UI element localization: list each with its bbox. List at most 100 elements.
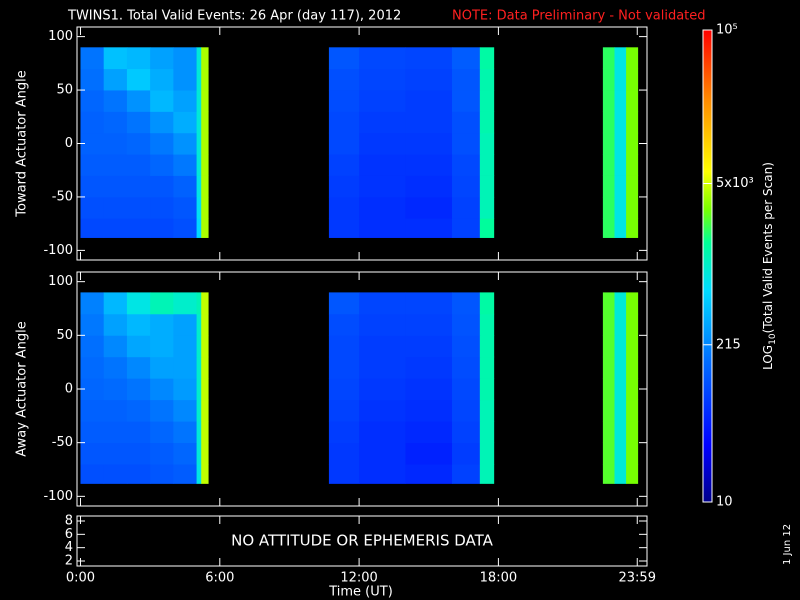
heatmap-cell bbox=[126, 175, 151, 198]
heatmap-cell bbox=[359, 292, 406, 315]
heatmap-cell bbox=[150, 47, 174, 70]
heatmap-cell bbox=[451, 154, 481, 176]
heatmap-cell bbox=[126, 421, 151, 444]
heatmap-cell bbox=[359, 335, 406, 358]
heatmap-cell bbox=[126, 378, 151, 401]
heatmap-cell bbox=[602, 154, 615, 176]
heatmap-cell bbox=[602, 292, 615, 315]
heatmap-cell bbox=[150, 399, 174, 422]
heatmap-cell bbox=[126, 90, 151, 112]
heatmap-cell bbox=[328, 313, 360, 336]
heatmap-cell bbox=[196, 356, 202, 379]
heatmap-cell bbox=[201, 218, 209, 238]
heatmap-cell bbox=[626, 111, 639, 134]
heatmap-cell bbox=[602, 335, 615, 358]
heatmap-cell bbox=[614, 313, 627, 336]
heatmap-cell bbox=[103, 399, 128, 422]
heatmap-cell bbox=[80, 47, 105, 70]
heatmap-cell bbox=[614, 47, 627, 70]
heatmap-cell bbox=[80, 132, 105, 155]
heatmap-cell bbox=[201, 111, 209, 134]
heatmap-cell bbox=[359, 90, 406, 112]
heatmap-cell bbox=[328, 132, 360, 155]
heatmap-cell bbox=[479, 90, 495, 112]
heatmap-cell bbox=[359, 356, 406, 379]
heatmap-cell bbox=[80, 196, 105, 219]
heatmap-cell bbox=[103, 442, 128, 465]
heatmap-cell bbox=[405, 442, 453, 465]
heatmap-cell bbox=[80, 218, 105, 238]
heatmap-cell bbox=[602, 464, 615, 484]
heatmap-cell bbox=[614, 421, 627, 444]
heatmap-cell bbox=[103, 464, 128, 484]
heatmap-cell bbox=[602, 218, 615, 238]
heatmap-cell bbox=[359, 421, 406, 444]
heatmap-cell bbox=[328, 335, 360, 358]
heatmap-cell bbox=[126, 464, 151, 484]
heatmap-cell bbox=[479, 132, 495, 155]
heatmap-cell bbox=[103, 154, 128, 176]
heatmap-cell bbox=[405, 378, 453, 401]
heatmap-cell bbox=[614, 335, 627, 358]
heatmap-cell bbox=[451, 421, 481, 444]
heatmap-cell bbox=[80, 442, 105, 465]
heatmap-cell bbox=[150, 132, 174, 155]
heatmap-cell bbox=[359, 154, 406, 176]
heatmap-cell bbox=[626, 421, 639, 444]
heatmap-cell bbox=[80, 464, 105, 484]
heatmap-cell bbox=[602, 175, 615, 198]
heatmap-cell bbox=[328, 356, 360, 379]
heatmap-cell bbox=[173, 335, 197, 358]
heatmap-cell bbox=[328, 442, 360, 465]
heatmap-cell bbox=[451, 47, 481, 70]
heatmap-cell bbox=[405, 47, 453, 70]
heatmap-cell bbox=[173, 154, 197, 176]
heatmap-cell bbox=[126, 313, 151, 336]
heatmap-cell bbox=[80, 111, 105, 134]
heatmap-cell bbox=[626, 378, 639, 401]
heatmap-cell bbox=[602, 313, 615, 336]
heatmap-cell bbox=[150, 196, 174, 219]
heatmap-cell bbox=[201, 378, 209, 401]
note: NOTE: Data Preliminary - Not validated bbox=[452, 9, 706, 24]
heatmap-cell bbox=[614, 175, 627, 198]
heatmap-cell bbox=[103, 132, 128, 155]
heatmap-cell bbox=[103, 292, 128, 315]
x-tick-label: 23:59 bbox=[619, 571, 656, 586]
heatmap-cell bbox=[196, 218, 202, 238]
heatmap-cell bbox=[201, 442, 209, 465]
heatmap-cell bbox=[126, 399, 151, 422]
heatmap-cell bbox=[479, 292, 495, 315]
heatmap-cell bbox=[201, 154, 209, 176]
heatmap-cell bbox=[103, 68, 128, 91]
panel-message: NO ATTITUDE OR EPHEMERIS DATA bbox=[231, 532, 494, 550]
heatmap-cell bbox=[196, 421, 202, 444]
heatmap-cell bbox=[359, 132, 406, 155]
heatmap-cell bbox=[451, 378, 481, 401]
heatmap-cell bbox=[103, 356, 128, 379]
heatmap-cell bbox=[103, 421, 128, 444]
heatmap-cell bbox=[196, 47, 202, 70]
heatmap-cell bbox=[126, 47, 151, 70]
heatmap-cell bbox=[602, 111, 615, 134]
colorbar-label-sub: 10 bbox=[768, 333, 778, 345]
heatmap-cell bbox=[479, 421, 495, 444]
heatmap-cell bbox=[405, 132, 453, 155]
heatmap-cell bbox=[614, 399, 627, 422]
heatmap-cell bbox=[150, 154, 174, 176]
heatmap-cell bbox=[626, 399, 639, 422]
y-tick-label: 8 bbox=[65, 514, 73, 529]
chart-title: TWINS1. Total Valid Events: 26 Apr (day … bbox=[67, 9, 401, 24]
heatmap-cell bbox=[173, 111, 197, 134]
heatmap-cell bbox=[103, 47, 128, 70]
heatmap-cell bbox=[451, 111, 481, 134]
heatmap-cell bbox=[405, 335, 453, 358]
heatmap-cell bbox=[201, 47, 209, 70]
heatmap-cell bbox=[173, 464, 197, 484]
heatmap-cell bbox=[80, 399, 105, 422]
heatmap-cell bbox=[173, 90, 197, 112]
heatmap-cell bbox=[150, 464, 174, 484]
x-tick-label: 12:00 bbox=[340, 571, 377, 586]
heatmap-cell bbox=[614, 154, 627, 176]
heatmap-cell bbox=[150, 111, 174, 134]
